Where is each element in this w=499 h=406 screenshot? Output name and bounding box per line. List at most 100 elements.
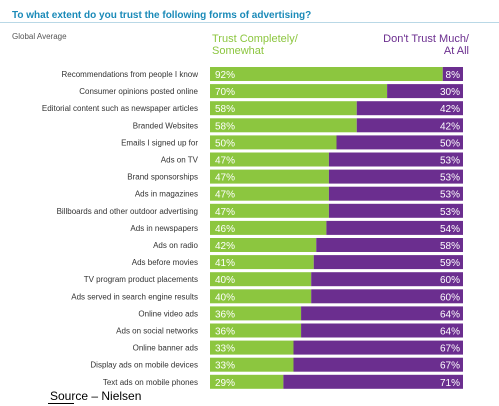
bar-trust (210, 272, 312, 287)
category-label: Branded Websites (133, 121, 198, 130)
bar-distrust (311, 289, 463, 304)
value-label-trust: 47% (215, 156, 235, 167)
bar-distrust (387, 84, 463, 99)
value-label-trust: 36% (215, 309, 235, 320)
value-label-distrust: 53% (440, 156, 460, 167)
category-label: Online banner ads (133, 344, 198, 353)
value-label-trust: 50% (215, 138, 235, 149)
category-label: Billboards and other outdoor advertising (57, 207, 198, 216)
value-label-trust: 47% (215, 207, 235, 218)
category-label: Ads served in search engine results (71, 292, 198, 301)
value-label-trust: 41% (215, 258, 235, 269)
legend-distrust-line2: At All (443, 45, 469, 57)
bar-trust (210, 374, 284, 389)
value-label-trust: 58% (215, 104, 235, 115)
bar-trust (210, 84, 388, 99)
bar-trust (210, 67, 443, 81)
bar-trust (210, 101, 357, 116)
bar-trust (210, 169, 329, 184)
bar-trust (210, 357, 294, 372)
bar-distrust (311, 272, 463, 287)
legend-trust-line2: Somewhat (212, 45, 264, 57)
value-label-trust: 33% (215, 344, 235, 355)
category-label: Ads in newspapers (130, 224, 198, 233)
bar-trust (210, 220, 327, 235)
category-label: Ads in magazines (135, 190, 198, 199)
bar-distrust (293, 357, 463, 372)
value-label-trust: 70% (215, 87, 235, 98)
value-label-trust: 29% (215, 378, 235, 389)
value-label-distrust: 30% (440, 87, 460, 98)
bar-distrust (328, 169, 463, 184)
value-label-distrust: 64% (440, 309, 460, 320)
value-label-distrust: 60% (440, 275, 460, 286)
value-label-distrust: 53% (440, 190, 460, 201)
bar-distrust (442, 67, 463, 81)
bar-trust (210, 135, 337, 150)
bar-trust (210, 323, 302, 338)
bar-distrust (328, 152, 463, 167)
value-label-distrust: 64% (440, 327, 460, 338)
category-label: Ads on TV (161, 156, 199, 165)
bar-distrust (313, 255, 463, 270)
bar-trust (210, 289, 312, 304)
category-label: Display ads on mobile devices (90, 361, 198, 370)
bar-distrust (326, 220, 463, 235)
chart-subtitle: Global Average (12, 32, 67, 41)
bar-trust (210, 238, 317, 252)
bar-distrust (301, 306, 463, 321)
value-label-distrust: 54% (440, 224, 460, 235)
category-label: Online video ads (138, 309, 198, 318)
value-label-distrust: 58% (440, 241, 460, 252)
value-label-distrust: 42% (440, 104, 460, 115)
value-label-distrust: 59% (440, 258, 460, 269)
category-label: Editorial content such as newspaper arti… (42, 104, 198, 113)
bar-distrust (283, 374, 463, 389)
bar-trust (210, 152, 329, 167)
value-label-distrust: 53% (440, 207, 460, 218)
bar-trust (210, 255, 314, 270)
category-label: TV program product placements (84, 275, 198, 284)
category-label: Ads on radio (153, 241, 198, 250)
bar-trust (210, 118, 357, 133)
value-label-distrust: 60% (440, 292, 460, 303)
value-label-distrust: 53% (440, 173, 460, 184)
value-label-trust: 40% (215, 275, 235, 286)
legend-trust-line1: Trust Completely/ (212, 33, 298, 45)
category-label: Ads on social networks (116, 327, 198, 336)
value-label-distrust: 71% (440, 378, 460, 389)
bar-distrust (328, 203, 463, 218)
bar-trust (210, 203, 329, 218)
category-label: Emails I signed up for (121, 138, 198, 147)
value-label-trust: 33% (215, 361, 235, 372)
bar-trust (210, 186, 329, 201)
bar-distrust (293, 340, 463, 355)
value-label-trust: 46% (215, 224, 235, 235)
value-label-trust: 58% (215, 121, 235, 132)
bar-distrust (301, 323, 463, 338)
value-label-distrust: 50% (440, 138, 460, 149)
bar-distrust (356, 118, 463, 133)
value-label-trust: 40% (215, 292, 235, 303)
category-label: Recommendations from people I know (61, 70, 198, 79)
value-label-trust: 47% (215, 190, 235, 201)
value-label-trust: 42% (215, 241, 235, 252)
value-label-distrust: 8% (446, 70, 461, 81)
source-underline (48, 403, 74, 404)
legend-distrust: Don't Trust Much/ At All (349, 33, 469, 57)
source-note: Source – Nielsen (50, 389, 142, 403)
value-label-trust: 36% (215, 327, 235, 338)
bar-distrust (336, 135, 463, 150)
bar-trust (210, 340, 294, 355)
bar-distrust (316, 238, 463, 252)
bar-distrust (356, 101, 463, 116)
value-label-distrust: 42% (440, 121, 460, 132)
category-label: Ads before movies (132, 258, 198, 267)
value-label-distrust: 67% (440, 361, 460, 372)
value-label-trust: 47% (215, 173, 235, 184)
title-rule (0, 22, 499, 23)
bar-trust (210, 306, 302, 321)
legend-trust: Trust Completely/ Somewhat (212, 33, 332, 57)
category-label: Text ads on mobile phones (103, 378, 198, 387)
